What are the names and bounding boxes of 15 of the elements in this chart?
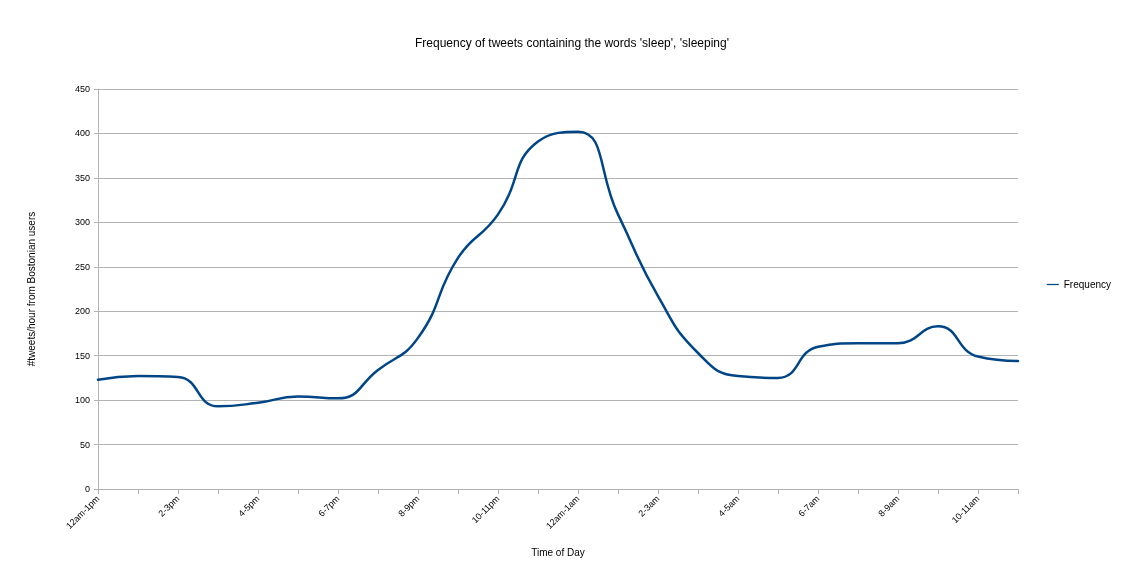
y-tick-label: 400 xyxy=(74,128,90,139)
y-tick-label: 0 xyxy=(84,484,90,494)
legend-label: Frequency xyxy=(1063,279,1111,290)
y-tick-label: 350 xyxy=(74,172,90,183)
line-series xyxy=(96,130,1020,408)
y-tick-label: 450 xyxy=(74,84,90,94)
x-axis-title: Time of Day xyxy=(531,546,585,558)
y-tick-label: 100 xyxy=(74,395,90,406)
y-tick-label: 300 xyxy=(74,217,90,228)
y-tick-label: 200 xyxy=(74,306,90,317)
y-tick-label: 150 xyxy=(74,350,90,361)
y-tick-label: 50 xyxy=(79,439,90,450)
y-axis-title: #tweets/hour from Bostonian users xyxy=(25,211,37,367)
y-tick-label: 250 xyxy=(74,261,90,272)
chart-title: Frequency of tweets containing the words 'sleep', 'sleeping' xyxy=(414,36,730,50)
